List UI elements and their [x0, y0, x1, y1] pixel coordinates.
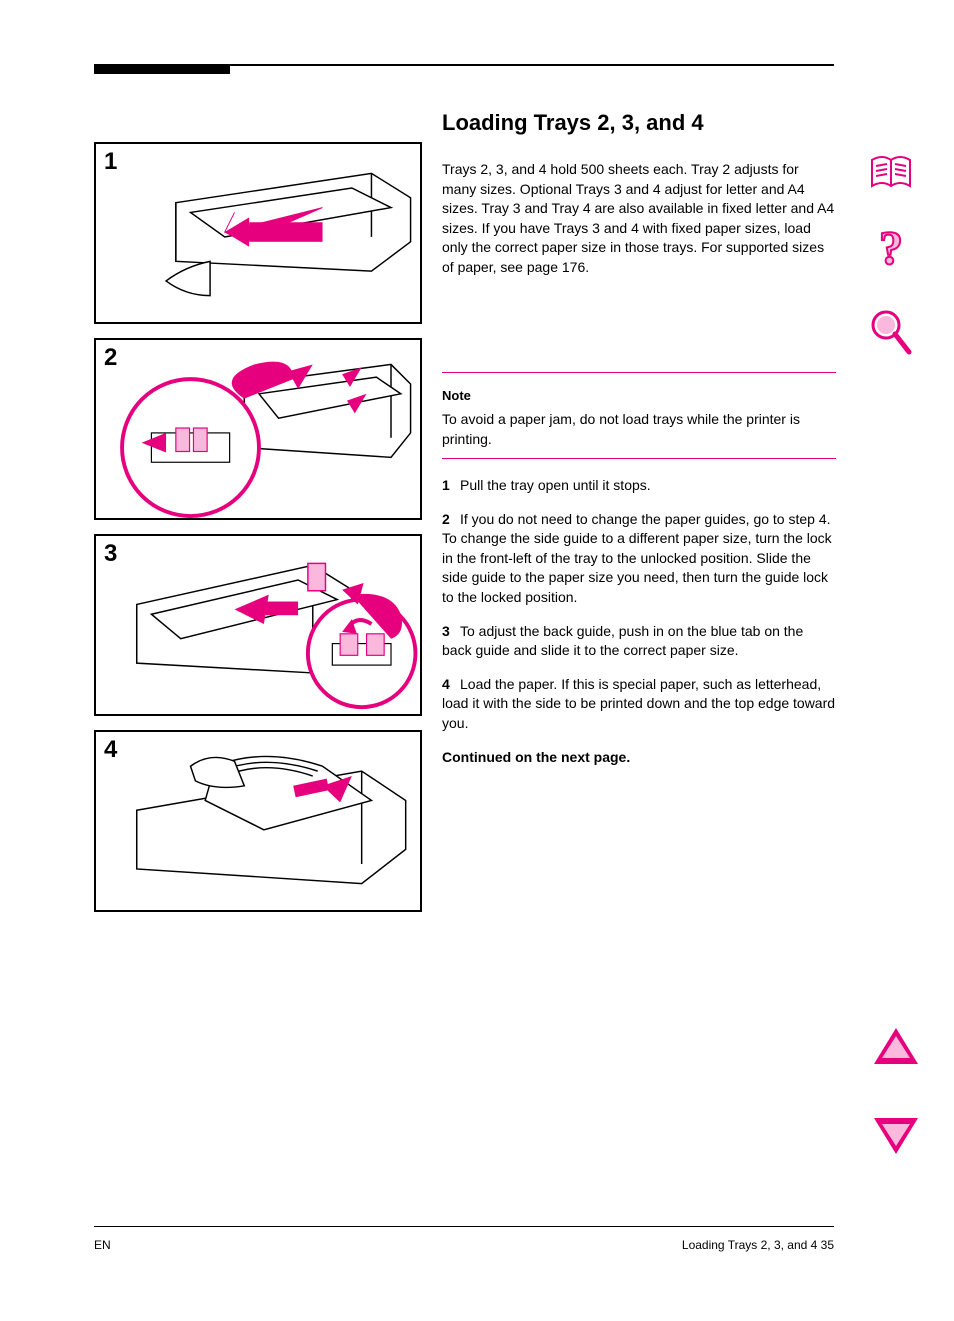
page: Loading Trays 2, 3, and 4 Trays 2, 3, an… [0, 0, 954, 1321]
step-item-2: 2If you do not need to change the paper … [442, 510, 836, 608]
page-nav-arrows [874, 1028, 918, 1154]
prev-page-arrow[interactable] [874, 1028, 918, 1064]
note-label: Note [442, 388, 471, 403]
step-number-3: 3 [104, 540, 117, 568]
step-text-2: If you do not need to change the paper g… [442, 511, 832, 605]
note-rule-bottom [442, 458, 836, 459]
intro-text: Trays 2, 3, and 4 hold 500 sheets each. … [442, 160, 836, 278]
help-icon[interactable]: ? [871, 224, 911, 276]
side-nav-icons: ? [868, 152, 914, 360]
step-item-4: 4Load the paper. If this is special pape… [442, 675, 836, 734]
step-text-1: Pull the tray open until it stops. [460, 477, 651, 493]
step-item-1: 1Pull the tray open until it stops. [442, 476, 836, 496]
footer-page: Loading Trays 2, 3, and 4 35 [682, 1238, 834, 1252]
continued-text: Continued on the next page. [442, 748, 836, 768]
step-text-4: Load the paper. If this is special paper… [442, 676, 835, 731]
diagram-3 [96, 536, 420, 714]
next-page-arrow[interactable] [874, 1118, 918, 1154]
step-text-3: To adjust the back guide, push in on the… [442, 623, 803, 659]
step-frame-4 [94, 730, 422, 912]
note-text: To avoid a paper jam, do not load trays … [442, 410, 836, 449]
step-number-4: 4 [104, 736, 117, 764]
note-rule-top [442, 372, 836, 373]
step-number-1: 1 [104, 148, 117, 176]
diagram-1 [96, 144, 420, 322]
book-icon[interactable] [868, 152, 914, 192]
diagram-2 [96, 340, 420, 518]
bottom-rule [94, 1226, 834, 1227]
step-item-3: 3To adjust the back guide, push in on th… [442, 622, 836, 661]
diagram-4 [96, 732, 420, 910]
footer-locale: EN [94, 1238, 111, 1252]
step-frame-1 [94, 142, 422, 324]
step-number-2: 2 [104, 344, 117, 372]
page-title: Loading Trays 2, 3, and 4 [442, 110, 842, 136]
svg-text:?: ? [879, 224, 903, 275]
step-frame-2 [94, 338, 422, 520]
steps-list: 1Pull the tray open until it stops. 2If … [442, 476, 836, 767]
search-icon[interactable] [869, 308, 913, 360]
step-frame-3 [94, 534, 422, 716]
top-rule [94, 64, 834, 66]
